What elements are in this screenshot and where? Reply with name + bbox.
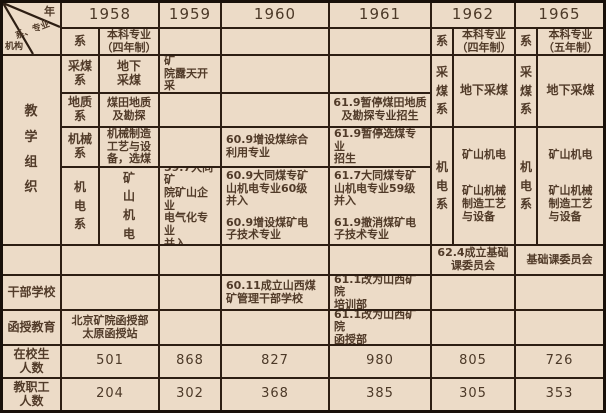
event-jidian-1961-merge: 61.7大同煤专矿 山机电专业59级 并入 [334,168,417,208]
major-kuangshan-jidian-1962: 矿山机电 [462,147,506,161]
major-kuangshan-jixie-1962: 矿山机械 制造工艺 与设备 [462,184,506,223]
empty-cell [330,29,430,54]
empty-cell [62,246,158,274]
basic-course-committee-1962: 62.4成立基础 课委员会 [432,246,514,274]
empty-cell [222,56,328,92]
dept-label-jidian-1962: 机 电 系 [432,128,452,244]
major-caimei-1965: 地下采煤 [538,56,603,126]
dept-label-jidian-1965: 机 电 系 [516,128,536,244]
enrollment-1958: 501 [62,346,158,377]
empty-cell [330,246,430,274]
staff-label: 教职工 人数 [3,379,60,410]
major-jidian-1958: 矿 山 机 电 [100,168,158,244]
major-dizhi-1958: 煤田地质 及勘探 [100,94,158,126]
empty-cell [160,311,220,344]
major-kuangshan-jixie-1965: 矿山机械 制造工艺 与设备 [548,184,593,223]
sys-header-1962: 系 [432,29,452,54]
enrollment-1962: 805 [432,346,514,377]
enrollment-1961: 980 [330,346,430,377]
teaching-org-label: 教 学 组 织 [3,56,60,244]
empty-cell [160,276,220,309]
empty-cell [330,56,430,92]
events-jidian-1960: 60.9大同煤专矿 山机电专业60级 并入 60.9增设煤矿电 子技术专业 [222,168,328,244]
col-header-1958: 1958 [62,3,158,27]
dept-label-jidian: 机 电 系 [62,168,98,244]
events-jidian-1961: 61.7大同煤专矿 山机电专业59级 并入 61.9撤消煤矿电 子技术专业 [330,168,430,244]
empty-cell [3,246,60,274]
col-header-1965: 1965 [516,3,603,27]
dept-label-caimei-1962: 采 煤 系 [432,56,452,126]
event-dizhi-1961: 61.9暂停煤田地质 及勘探专业招生 [330,94,430,126]
major-kuangshan-jidian-1965: 矿山机电 [548,147,593,161]
majors-jidian-1962: 矿山机电 矿山机械 制造工艺 与设备 [454,128,514,244]
empty-cell [160,29,220,54]
staff-1962: 305 [432,379,514,410]
empty-cell [222,311,328,344]
empty-cell [432,311,514,344]
corner-org-label: 机构 [5,41,24,52]
col-header-1959: 1959 [160,3,220,27]
basic-course-committee-1965: 基础课委员会 [516,246,603,274]
empty-cell [160,128,220,166]
event-correspondence-1961: 61.1改为山西矿院 函授部 [330,311,430,344]
empty-cell [222,246,328,274]
dept-label-jixie: 机械 系 [62,128,98,166]
correspondence-edu-label: 函授教育 [3,311,60,344]
staff-1959: 302 [160,379,220,410]
dept-label-dizhi: 地质 系 [62,94,98,126]
cadre-school-label: 干部学校 [3,276,60,309]
event-jixie-1961: 61.9暂停选煤专业 招生 [330,128,430,166]
empty-cell [432,276,514,309]
col-header-1960: 1960 [222,3,328,27]
staff-1958: 204 [62,379,158,410]
col-header-1961: 1961 [330,3,430,27]
enrollment-1960: 827 [222,346,328,377]
empty-cell [222,94,328,126]
empty-cell [222,29,328,54]
empty-cell [516,311,603,344]
col-header-1962: 1962 [432,3,514,27]
corner-header-cell: 年 系、专业 机构 [3,3,60,54]
dept-label-caimei: 采煤 系 [62,56,98,92]
major-caimei-1962: 地下采煤 [454,56,514,126]
sys-header-1958: 系 [62,29,98,54]
event-jidian-1961-cancel: 61.9撤消煤矿电 子技术专业 [334,215,417,242]
diagonal-divider [3,3,60,54]
empty-cell [62,276,158,309]
majors-jidian-1965: 矿山机电 矿山机械 制造工艺 与设备 [538,128,603,244]
event-jidian-1960-merge: 60.9大同煤专矿 山机电专业60级 并入 [226,168,309,208]
sys-header-1965: 系 [516,29,536,54]
event-correspondence-1958: 北京矿院函授部 太原函授站 [62,311,158,344]
major-caimei-1958: 地下 采煤 [100,56,158,92]
event-jixie-1960: 60.9增设煤综合 利用专业 [222,128,328,166]
staff-1961: 385 [330,379,430,410]
major-header-1962: 本科专业 （四年制） [454,29,514,54]
event-jidian-1960-new: 60.9增设煤矿电 子技术专业 [226,215,309,242]
enrollment-1965: 726 [516,346,603,377]
event-cadre-1961: 61.1改为山西矿院 培训部 [330,276,430,309]
event-cadre-1960: 60.11成立山西煤 矿管理干部学校 [222,276,328,309]
empty-cell [160,246,220,274]
staff-1965: 353 [516,379,603,410]
enrollment-label: 在校生 人数 [3,346,60,377]
major-header-1958: 本科专业 （四年制） [100,29,158,54]
event-jidian-1959: 59.7大同矿 院矿山企业 电气化专业 并入 [160,168,220,244]
staff-1960: 368 [222,379,328,410]
empty-cell [516,276,603,309]
enrollment-1959: 868 [160,346,220,377]
corner-year-label: 年 [44,5,55,18]
empty-cell [160,94,220,126]
major-header-1965: 本科专业 （五年制） [538,29,603,54]
major-jixie-1958: 机械制造 工艺与设 备，选煤 [100,128,158,166]
dept-label-caimei-1965: 采 煤 系 [516,56,536,126]
